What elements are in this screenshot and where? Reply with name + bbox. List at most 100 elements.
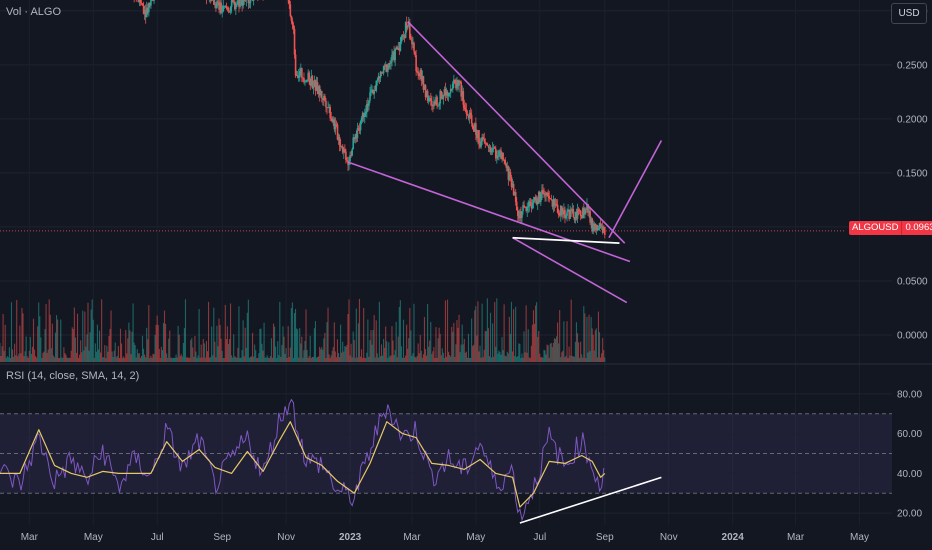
volume-bar <box>209 357 211 362</box>
volume-bar <box>513 309 515 362</box>
volume-bar <box>25 336 27 362</box>
volume-bar <box>72 328 74 362</box>
candle-body <box>374 90 377 92</box>
currency-button[interactable]: USD <box>891 3 927 24</box>
volume-bar <box>190 340 192 362</box>
candle-body <box>467 115 470 119</box>
volume-bar <box>516 357 518 362</box>
volume-bar <box>287 326 289 362</box>
volume-bar <box>514 355 516 362</box>
candle-body <box>210 0 213 1</box>
candle-body <box>153 0 155 1</box>
volume-bar <box>431 354 433 362</box>
candle-body <box>507 166 510 180</box>
candle-body <box>311 76 314 89</box>
candle-body <box>573 216 576 220</box>
candle-body <box>568 209 570 219</box>
volume-bar <box>223 357 225 362</box>
candle-body <box>148 3 150 13</box>
candle-body <box>151 0 153 1</box>
volume-bar <box>407 348 409 362</box>
candle-body <box>393 51 395 61</box>
candle-body <box>588 210 590 213</box>
volume-bar <box>403 357 406 362</box>
volume-bar <box>577 342 580 362</box>
candle-body <box>315 82 318 91</box>
volume-bar <box>222 357 224 362</box>
volume-bar <box>266 355 268 362</box>
volume-bar <box>579 357 581 362</box>
volume-bar <box>389 356 391 362</box>
candle-body <box>563 209 565 215</box>
candle-body <box>362 112 365 117</box>
volume-bar <box>474 310 476 362</box>
volume-bar <box>385 326 387 362</box>
volume-bar <box>394 349 396 362</box>
volume-bar <box>151 357 153 362</box>
volume-bar <box>402 319 405 362</box>
candle-body <box>338 137 341 146</box>
volume-bar <box>300 343 302 362</box>
candle-body <box>474 123 476 132</box>
candle-body <box>533 197 536 201</box>
volume-bar <box>502 350 504 362</box>
rsi-indicator-label[interactable]: RSI (14, close, SMA, 14, 2) <box>6 370 140 382</box>
volume-bar <box>29 336 31 362</box>
volume-bar <box>396 357 398 362</box>
volume-bar <box>93 357 95 362</box>
volume-bar <box>16 300 18 362</box>
volume-bar <box>478 351 480 362</box>
volume-bar <box>430 321 432 362</box>
volume-bar <box>50 348 52 362</box>
candle-body <box>402 35 405 37</box>
volume-bar <box>179 355 181 362</box>
volume-bar <box>601 353 603 362</box>
volume-bar <box>379 356 381 362</box>
volume-bar <box>535 305 537 362</box>
candle-body <box>316 82 319 94</box>
volume-bar <box>435 327 437 362</box>
candle-body <box>469 112 472 116</box>
volume-bar <box>380 344 383 362</box>
volume-bar <box>465 351 467 362</box>
volume-bar <box>413 303 415 362</box>
volume-bar <box>76 313 79 362</box>
candle-body <box>322 98 324 100</box>
volume-bar <box>310 357 312 362</box>
volume-indicator-label[interactable]: Vol · ALGO <box>6 6 62 18</box>
candle-body <box>583 208 585 215</box>
volume-bar <box>231 355 233 362</box>
volume-bar <box>484 331 486 362</box>
volume-bar <box>329 357 331 362</box>
volume-bar <box>424 349 427 362</box>
volume-bar <box>116 355 118 362</box>
candle-body <box>221 11 224 13</box>
candle-body <box>480 141 482 147</box>
volume-bar <box>98 330 101 362</box>
volume-bar <box>225 338 227 362</box>
volume-bar <box>441 348 443 362</box>
volume-bar <box>138 353 140 362</box>
volume-bar <box>600 357 602 362</box>
candle-body <box>500 150 502 159</box>
rsi-tick-label: 80.00 <box>897 389 922 400</box>
volume-bar <box>383 338 385 362</box>
volume-bar <box>563 321 565 362</box>
volume-bar <box>301 336 303 362</box>
volume-bar <box>399 300 401 362</box>
volume-bar <box>307 357 309 362</box>
candle-body <box>331 118 334 122</box>
candle-body <box>592 226 595 232</box>
candle-body <box>349 155 351 162</box>
volume-bar <box>145 357 147 362</box>
candle-body <box>232 1 235 3</box>
volume-bar <box>31 346 33 362</box>
volume-bar <box>427 304 429 362</box>
volume-bar <box>6 356 8 362</box>
volume-bar <box>140 355 143 362</box>
candle-body <box>459 80 461 83</box>
candle-body <box>150 0 152 6</box>
volume-bar <box>102 357 104 362</box>
volume-bar <box>28 350 30 362</box>
volume-bar <box>543 349 545 362</box>
